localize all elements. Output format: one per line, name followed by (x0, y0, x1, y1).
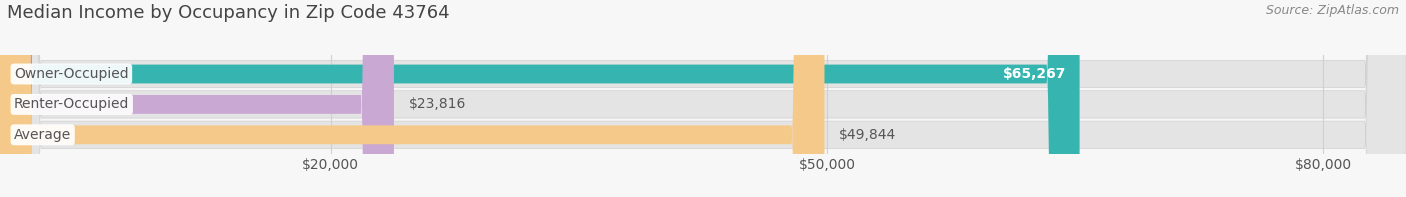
Text: Median Income by Occupancy in Zip Code 43764: Median Income by Occupancy in Zip Code 4… (7, 4, 450, 22)
FancyBboxPatch shape (0, 0, 1080, 197)
Text: Source: ZipAtlas.com: Source: ZipAtlas.com (1265, 4, 1399, 17)
Text: Renter-Occupied: Renter-Occupied (14, 97, 129, 112)
FancyBboxPatch shape (0, 0, 394, 197)
Text: $23,816: $23,816 (409, 97, 467, 112)
Text: Owner-Occupied: Owner-Occupied (14, 67, 129, 81)
Text: Average: Average (14, 128, 72, 142)
Text: $65,267: $65,267 (1002, 67, 1066, 81)
FancyBboxPatch shape (0, 0, 824, 197)
Text: $49,844: $49,844 (839, 128, 897, 142)
